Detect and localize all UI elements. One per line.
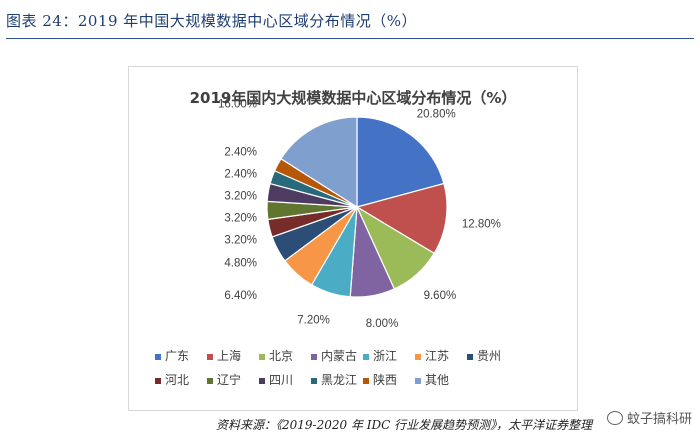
legend-label: 辽宁 <box>217 372 241 387</box>
legend-item-其他: 其他 <box>415 373 449 387</box>
legend-label: 浙江 <box>373 349 397 363</box>
watermark: 蚊子搞科研 <box>606 408 692 427</box>
legend-swatch <box>311 378 317 384</box>
legend-item-江苏: 江苏 <box>415 349 449 363</box>
legend-item-内蒙古: 内蒙古 <box>311 348 357 363</box>
legend-swatch <box>155 354 161 360</box>
legend-swatch <box>363 378 369 384</box>
pie-chart: 20.80% 12.80% 9.60% 8.00% 7.20% 6.40% 4.80% 3.2… <box>155 99 501 387</box>
figure-title: 图表 24：2019 年中国大规模数据中心区域分布情况（%） <box>6 12 418 30</box>
legend-item-北京: 北京 <box>259 349 293 363</box>
data-label-北京: 9.60% <box>424 290 457 302</box>
legend-swatch <box>467 354 473 360</box>
legend-label: 广东 <box>165 349 189 363</box>
watermark-text: 蚊子搞科研 <box>626 412 692 427</box>
data-label-浙江: 7.20% <box>297 315 330 327</box>
legend-label: 其他 <box>425 373 449 387</box>
data-label-江苏: 6.40% <box>224 290 257 302</box>
data-label-内蒙古: 8.00% <box>366 318 399 330</box>
legend-swatch <box>415 378 421 384</box>
data-label-河北: 3.20% <box>224 235 257 247</box>
legend-swatch <box>415 354 421 360</box>
legend-swatch <box>207 354 213 360</box>
wechat-icon <box>606 411 623 425</box>
data-label-辽宁: 3.20% <box>224 213 257 225</box>
pie-slice-广东 <box>356 116 445 208</box>
legend-item-广东: 广东 <box>155 349 189 363</box>
legend-swatch <box>363 354 369 360</box>
data-label-其他: 16.00% <box>218 99 257 111</box>
data-label-贵州: 4.80% <box>224 258 257 270</box>
data-label-广东: 20.80% <box>417 108 456 120</box>
pie-slice-其他 <box>280 116 358 209</box>
data-label-上海: 12.80% <box>462 218 501 230</box>
title-divider <box>6 38 694 39</box>
data-label-四川: 3.20% <box>224 191 257 203</box>
pie-slice-上海 <box>355 182 448 255</box>
legend-label: 内蒙古 <box>321 348 357 363</box>
legend-label: 陕西 <box>373 372 397 387</box>
data-label-陕西: 2.40% <box>224 147 257 159</box>
legend-item-辽宁: 辽宁 <box>207 372 241 387</box>
legend-item-浙江: 浙江 <box>363 349 397 363</box>
legend-item-黑龙江: 黑龙江 <box>311 373 357 387</box>
legend-item-陕西: 陕西 <box>363 372 397 387</box>
chart-container: 2019年国内大规模数据中心区域分布情况（%） 20.80% 12.80% 9.60… <box>128 66 578 411</box>
legend-label: 黑龙江 <box>321 373 357 387</box>
legend-label: 贵州 <box>477 349 501 363</box>
legend-swatch <box>259 354 265 360</box>
legend-item-上海: 上海 <box>207 348 241 363</box>
source-note: 资料来源：《2019-2020 年 IDC 行业发展趋势预测》，太平洋证券整理 <box>216 418 593 432</box>
chart-title: 2019年国内大规模数据中心区域分布情况（%） <box>189 89 517 107</box>
legend-item-四川: 四川 <box>259 373 293 387</box>
legend-swatch <box>207 378 213 384</box>
legend-item-河北: 河北 <box>155 373 189 387</box>
legend-swatch <box>259 378 265 384</box>
legend-label: 四川 <box>269 373 293 387</box>
legend-item-贵州: 贵州 <box>467 349 501 363</box>
legend-label: 上海 <box>217 348 241 363</box>
legend-label: 北京 <box>269 349 293 363</box>
legend-label: 河北 <box>165 373 189 387</box>
legend-label: 江苏 <box>425 349 449 363</box>
legend-swatch <box>155 378 161 384</box>
data-label-黑龙江: 2.40% <box>224 169 257 181</box>
legend-swatch <box>311 354 317 360</box>
